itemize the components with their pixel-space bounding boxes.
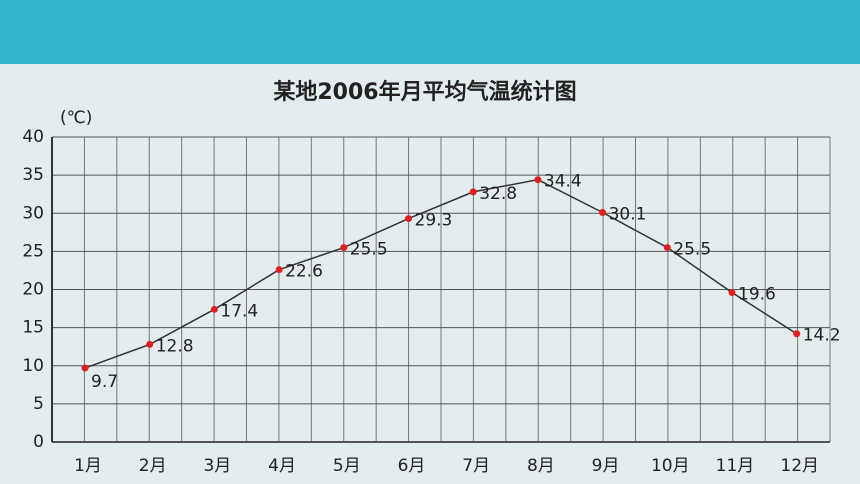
y-axis-label: (℃) (60, 108, 92, 128)
y-tick-label: 0 (33, 432, 44, 452)
point (599, 208, 607, 216)
line (84, 178, 798, 369)
y-tick-label: 15 (22, 318, 44, 338)
chart-background (0, 64, 860, 484)
data-label: 34.4 (544, 172, 582, 192)
header-bar (0, 0, 860, 64)
point (663, 244, 671, 252)
x-tick-label: 7月 (462, 456, 490, 476)
data-label: 17.4 (220, 301, 258, 321)
y-tick-label: 20 (22, 280, 44, 300)
point (275, 266, 283, 274)
x-tick-label: 5月 (333, 456, 361, 476)
x-tick-label: 3月 (203, 456, 231, 476)
data-label: 9.7 (91, 372, 118, 392)
point (340, 244, 348, 252)
point (793, 330, 801, 338)
data-label: 30.1 (609, 204, 647, 224)
data-label: 22.6 (285, 262, 323, 282)
point (405, 215, 412, 223)
point (728, 289, 736, 297)
x-tick-label: 4月 (268, 456, 296, 476)
data-label: 32.8 (479, 184, 517, 204)
point (146, 340, 154, 348)
data-label: 12.8 (156, 336, 194, 356)
y-tick-label: 40 (22, 127, 44, 147)
data-label: 19.6 (738, 285, 776, 305)
y-tick-label: 10 (22, 356, 44, 376)
x-tick-label: 6月 (398, 456, 426, 476)
data-label: 25.5 (350, 240, 388, 260)
chart-title: 某地2006年月平均气温统计图 (273, 79, 576, 105)
y-tick-label: 25 (22, 241, 44, 261)
x-tick-label: 11月 (716, 456, 755, 476)
point (210, 305, 218, 313)
point (81, 364, 89, 372)
y-tick-label: 5 (33, 394, 44, 414)
data-label: 25.5 (673, 240, 711, 260)
x-tick-label: 9月 (592, 456, 620, 476)
x-tick-label: 10月 (651, 456, 690, 476)
data-label: 29.3 (415, 211, 453, 231)
point (469, 188, 477, 196)
x-tick-label: 8月 (527, 456, 555, 476)
x-tick-label: 2月 (139, 456, 167, 476)
y-tick-label: 35 (22, 165, 44, 185)
y-tick-label: 30 (22, 203, 44, 223)
data-label: 14.2 (803, 326, 841, 346)
point (534, 176, 542, 184)
x-tick-label: 1月 (74, 456, 102, 476)
x-tick-label: 12月 (780, 456, 819, 476)
